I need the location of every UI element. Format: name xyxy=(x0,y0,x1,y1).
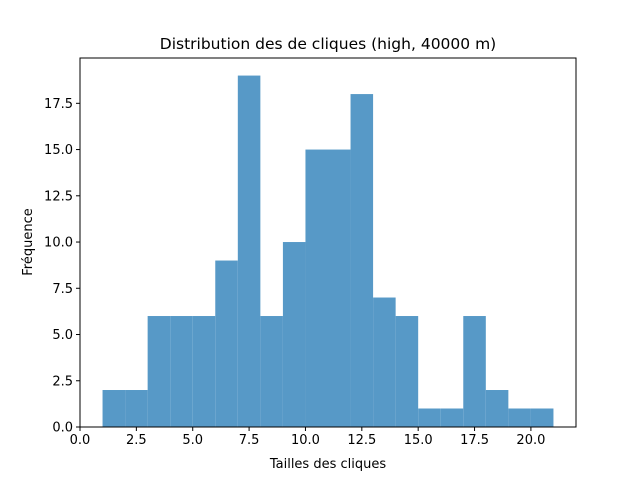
histogram-bar xyxy=(373,297,396,427)
histogram-bar xyxy=(237,75,261,428)
x-tick-label: 7.5 xyxy=(239,433,260,448)
histogram-bar xyxy=(508,408,531,427)
histogram-bar xyxy=(260,316,283,427)
histogram-bar xyxy=(395,316,419,427)
histogram-bar xyxy=(530,408,554,427)
y-tick-label: 10.0 xyxy=(44,236,73,251)
histogram-bar xyxy=(418,408,441,427)
histogram-bar xyxy=(102,390,126,427)
histogram-bar xyxy=(125,390,148,427)
y-axis-ticks: 0.0 2.5 5.0 7.5 10.0 12.5 15.0 17.5 xyxy=(44,97,80,436)
histogram-bar xyxy=(192,316,216,427)
histogram-bar xyxy=(350,94,374,427)
histogram-bar xyxy=(215,260,238,427)
x-tick-label: 5.0 xyxy=(182,433,203,448)
x-tick-label: 10.0 xyxy=(291,433,320,448)
x-tick-label: 2.5 xyxy=(126,433,147,448)
y-tick-label: 7.5 xyxy=(52,282,73,297)
y-axis-label: Fréquence xyxy=(21,208,36,275)
histogram-bar xyxy=(485,390,509,427)
bars-group xyxy=(102,75,554,428)
y-tick-label: 12.5 xyxy=(44,189,73,204)
histogram-bar xyxy=(463,316,486,427)
histogram-bar xyxy=(305,149,328,427)
histogram-bar xyxy=(440,408,464,427)
y-tick-label: 0.0 xyxy=(52,421,73,436)
x-tick-label: 15.0 xyxy=(404,433,433,448)
y-tick-label: 15.0 xyxy=(44,143,73,158)
y-tick-label: 2.5 xyxy=(52,374,73,389)
x-axis-ticks: 0.0 2.5 5.0 7.5 10.0 12.5 15.0 17.5 20.0 xyxy=(70,427,545,448)
histogram-bar xyxy=(282,242,306,427)
x-tick-label: 17.5 xyxy=(460,433,489,448)
y-tick-label: 17.5 xyxy=(44,97,73,112)
y-tick-label: 5.0 xyxy=(52,328,73,343)
histogram-bar xyxy=(328,149,351,427)
x-tick-label: 12.5 xyxy=(347,433,376,448)
x-axis-label: Tailles des cliques xyxy=(269,457,387,472)
x-tick-label: 0.0 xyxy=(70,433,91,448)
chart-title: Distribution des de cliques (high, 40000… xyxy=(160,35,496,53)
histogram-bar xyxy=(147,316,171,427)
histogram-bar xyxy=(170,316,193,427)
x-tick-label: 20.0 xyxy=(516,433,545,448)
